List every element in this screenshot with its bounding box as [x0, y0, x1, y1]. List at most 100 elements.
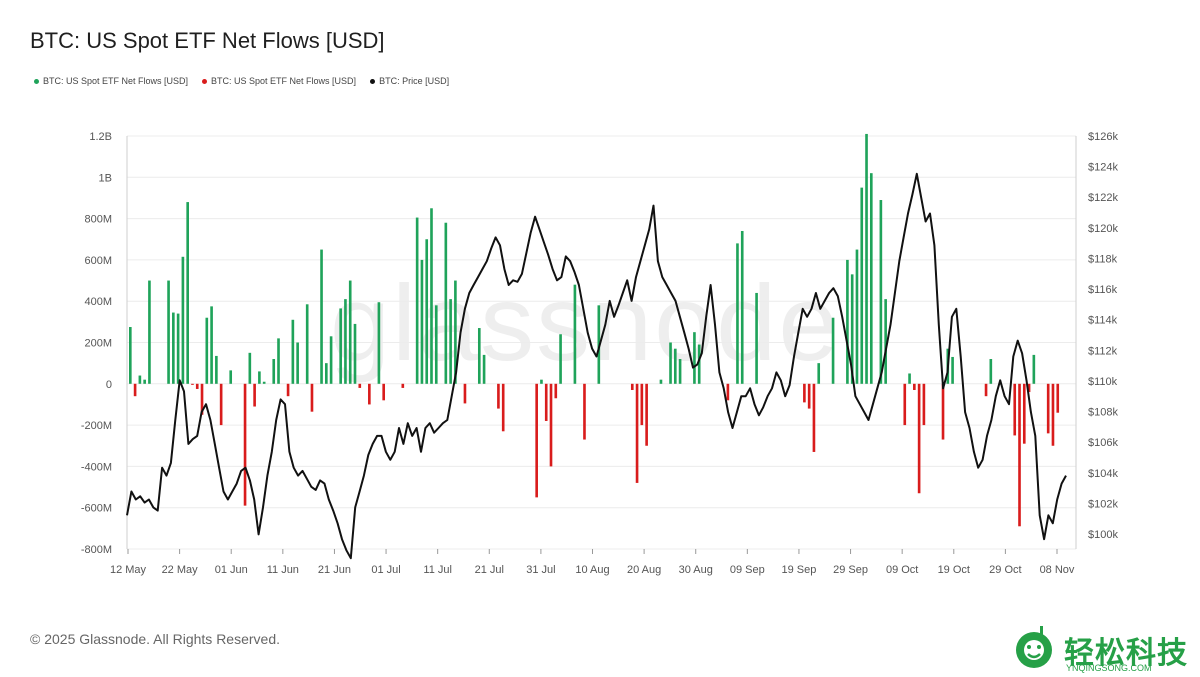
x-tick-label: 01 Jun — [215, 564, 248, 576]
bar-outflow — [1027, 383, 1031, 393]
bar-inflow — [454, 280, 457, 384]
bar-outflow — [726, 383, 730, 401]
bar-outflow — [200, 383, 204, 415]
bar-inflow — [339, 308, 342, 384]
bar-outflow — [463, 383, 467, 404]
y-right-tick-label: $106k — [1088, 437, 1118, 449]
legend-label: BTC: Price [USD] — [379, 76, 450, 86]
bar-inflow — [449, 299, 452, 384]
bar-inflow — [176, 313, 180, 384]
bar-outflow — [401, 383, 405, 388]
bar-outflow — [368, 383, 371, 405]
bar-inflow — [697, 344, 701, 384]
bar-inflow — [296, 342, 299, 384]
x-tick-label: 21 Jul — [475, 564, 504, 576]
y-right-tick-label: $112k — [1088, 345, 1118, 357]
bar-outflow — [191, 383, 194, 385]
bar-outflow — [243, 383, 247, 506]
legend-item-flows-negative[interactable]: BTC: US Spot ETF Net Flows [USD] — [202, 76, 356, 86]
legend-item-flows-positive[interactable]: BTC: US Spot ETF Net Flows [USD] — [34, 76, 188, 86]
y-left-tick-label: -400M — [81, 461, 112, 473]
bar-inflow — [755, 292, 758, 384]
bar-outflow — [253, 383, 256, 407]
x-tick-label: 11 Jul — [423, 564, 452, 576]
legend: BTC: US Spot ETF Net Flows [USD] BTC: US… — [34, 76, 449, 86]
bar-outflow — [549, 383, 553, 467]
y-right-tick-label: $126k — [1088, 131, 1118, 143]
bar-inflow — [138, 375, 142, 384]
bar-inflow — [148, 280, 151, 384]
y-right-tick-label: $104k — [1088, 468, 1118, 480]
y-right-tick-label: $120k — [1088, 223, 1118, 235]
bar-inflow — [540, 379, 543, 384]
x-tick-label: 11 Jun — [267, 564, 299, 576]
bar-inflow — [817, 363, 821, 384]
legend-swatch-green — [34, 78, 39, 84]
bar-inflow — [415, 217, 419, 384]
bar-inflow — [205, 317, 209, 384]
x-tick-label: 09 Sep — [730, 564, 765, 576]
bar-inflow — [262, 381, 266, 384]
y-right-tick-label: $114k — [1088, 315, 1118, 327]
logo-subtext: YNQINGSONG.COM — [1066, 663, 1152, 673]
x-tick-label: 21 Jun — [318, 564, 351, 576]
watermark: glassnode — [330, 262, 841, 383]
bar-inflow — [229, 370, 233, 384]
bar-outflow — [1046, 383, 1050, 434]
y-right-tick-label: $100k — [1088, 529, 1118, 541]
bar-inflow — [277, 338, 280, 384]
bar-inflow — [865, 133, 868, 384]
legend-label: BTC: US Spot ETF Net Flows [USD] — [43, 76, 189, 86]
bar-inflow — [831, 317, 835, 384]
logo-text: 轻松科技 — [1064, 637, 1188, 670]
bar-outflow — [358, 383, 362, 388]
bar-inflow — [430, 208, 433, 384]
y-right-tick-label: $122k — [1088, 192, 1118, 204]
bar-inflow — [434, 305, 438, 384]
y-left-tick-label: 1.2B — [89, 131, 112, 143]
bar-outflow — [630, 383, 634, 390]
bar-inflow — [325, 363, 328, 384]
bar-outflow — [497, 383, 500, 409]
bar-outflow — [1056, 383, 1060, 413]
bar-inflow — [425, 239, 429, 384]
y-right-tick-label: $116k — [1088, 284, 1118, 296]
y-left-tick-label: -800M — [81, 544, 112, 556]
bar-inflow — [846, 259, 849, 384]
y-right-tick-label: $124k — [1088, 162, 1118, 174]
bar-inflow — [477, 328, 481, 384]
bar-inflow — [951, 356, 954, 384]
bar-outflow — [382, 383, 386, 401]
bar-inflow — [348, 280, 352, 384]
x-tick-label: 30 Aug — [679, 564, 713, 576]
y-left-tick-label: 0 — [106, 379, 112, 391]
y-right-tick-label: $110k — [1088, 376, 1118, 388]
copyright-text: © 2025 Glassnode. All Rights Reserved. — [30, 631, 281, 647]
bar-outflow — [1013, 383, 1017, 436]
bar-inflow — [908, 373, 911, 384]
bar-inflow — [143, 379, 146, 384]
bar-inflow — [248, 352, 252, 384]
x-tick-label: 22 May — [162, 564, 199, 576]
bar-inflow — [377, 302, 381, 384]
bar-inflow — [272, 359, 276, 384]
bar-inflow — [573, 284, 577, 384]
bar-outflow — [635, 383, 639, 483]
x-tick-label: 09 Oct — [886, 564, 918, 576]
bar-outflow — [133, 383, 137, 397]
bar-outflow — [1022, 383, 1026, 444]
bar-inflow — [444, 222, 448, 384]
bar-outflow — [913, 383, 916, 390]
legend-item-price[interactable]: BTC: Price [USD] — [370, 76, 449, 86]
x-tick-label: 12 May — [110, 564, 147, 576]
bar-outflow — [984, 383, 988, 397]
y-left-tick-label: 600M — [84, 255, 112, 267]
chart-title: BTC: US Spot ETF Net Flows [USD] — [30, 28, 385, 53]
bar-inflow — [291, 319, 295, 384]
bar-inflow — [678, 359, 682, 384]
y-left-tick-label: 200M — [84, 338, 112, 350]
x-tick-label: 19 Oct — [938, 564, 970, 576]
bar-outflow — [195, 383, 199, 389]
bar-inflow — [860, 187, 864, 384]
